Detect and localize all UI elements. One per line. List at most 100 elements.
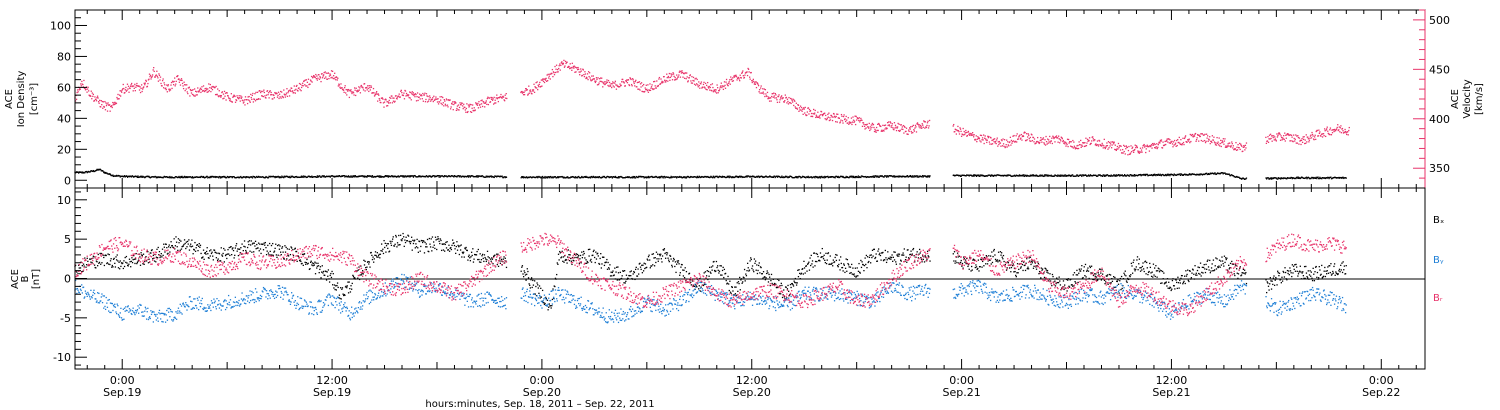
- velocity-point: [1201, 133, 1204, 135]
- velocity-point: [363, 83, 366, 85]
- velocity-point: [344, 87, 346, 89]
- density-point: [758, 175, 760, 177]
- bx-point: [175, 241, 178, 243]
- density-point: [418, 175, 420, 177]
- velocity-point: [120, 90, 122, 92]
- velocity-point: [965, 131, 967, 134]
- velocity-point: [1126, 146, 1129, 149]
- velocity-point: [780, 96, 782, 98]
- velocity-point: [1187, 138, 1189, 141]
- velocity-point: [225, 99, 227, 101]
- density-point: [106, 172, 108, 174]
- density-point: [1172, 174, 1175, 177]
- velocity-point: [113, 103, 115, 106]
- velocity-point: [970, 134, 972, 137]
- density-point: [191, 176, 194, 178]
- velocity-point: [555, 64, 558, 66]
- velocity-point: [759, 92, 761, 94]
- velocity-point: [834, 116, 836, 119]
- velocity-point: [154, 76, 156, 78]
- velocity-point: [1131, 147, 1133, 150]
- velocity-point: [488, 97, 491, 99]
- velocity-point: [87, 90, 90, 92]
- velocity-point: [768, 100, 771, 102]
- velocity-point: [167, 85, 169, 87]
- velocity-point: [109, 110, 111, 112]
- velocity-point: [1319, 131, 1321, 133]
- velocity-point: [653, 88, 655, 90]
- density-point: [883, 176, 885, 178]
- velocity-point: [900, 124, 902, 126]
- density-point: [669, 176, 672, 179]
- bx-point: [106, 262, 109, 264]
- velocity-point: [419, 93, 421, 95]
- velocity-point: [607, 84, 609, 87]
- velocity-point: [284, 94, 286, 96]
- bx-point: [87, 260, 89, 263]
- density-point: [402, 176, 404, 178]
- velocity-point: [851, 123, 853, 126]
- velocity-point: [145, 80, 147, 82]
- velocity-point: [306, 85, 308, 87]
- density-point: [1229, 175, 1232, 177]
- velocity-point: [1233, 148, 1236, 151]
- velocity-point: [168, 90, 171, 92]
- velocity-point: [1342, 130, 1344, 132]
- velocity-point: [199, 89, 201, 91]
- velocity-point: [915, 126, 917, 128]
- velocity-point: [569, 63, 571, 65]
- velocity-point: [327, 72, 330, 74]
- velocity-point: [962, 127, 964, 130]
- density-point: [788, 176, 790, 178]
- bx-point: [111, 264, 113, 267]
- velocity-point: [990, 137, 992, 139]
- density-point: [1015, 175, 1017, 177]
- velocity-point: [586, 73, 589, 75]
- density-point: [975, 174, 977, 176]
- velocity-point: [1315, 138, 1317, 141]
- velocity-point: [760, 85, 762, 87]
- density-point: [821, 175, 823, 178]
- velocity-point: [911, 132, 913, 134]
- velocity-point: [1277, 133, 1280, 135]
- velocity-point: [755, 86, 758, 89]
- velocity-point: [400, 89, 402, 91]
- velocity-point: [167, 84, 170, 86]
- velocity-point: [594, 81, 597, 84]
- velocity-point: [1169, 142, 1172, 144]
- velocity-point: [1099, 143, 1101, 146]
- density-point: [972, 175, 974, 177]
- bx-point: [165, 243, 167, 246]
- velocity-point: [1316, 129, 1318, 132]
- bx-point: [280, 254, 282, 256]
- velocity-point: [403, 92, 405, 94]
- velocity-point: [988, 135, 990, 138]
- velocity-point: [268, 90, 271, 93]
- velocity-point: [1203, 139, 1206, 142]
- bx-point: [151, 249, 153, 251]
- velocity-point: [532, 90, 534, 92]
- velocity-point: [1077, 147, 1080, 150]
- density-point: [774, 176, 776, 179]
- density-point: [772, 176, 774, 179]
- velocity-point: [913, 130, 916, 132]
- bx-point: [158, 254, 160, 256]
- density-point: [928, 175, 930, 177]
- velocity-point: [1270, 135, 1273, 137]
- velocity-point: [458, 106, 461, 109]
- velocity-point: [1096, 140, 1099, 142]
- velocity-point: [1309, 137, 1311, 139]
- velocity-point: [964, 132, 966, 134]
- velocity-point: [128, 91, 130, 93]
- velocity-point: [856, 117, 858, 119]
- velocity-point: [1169, 139, 1171, 141]
- velocity-point: [383, 101, 386, 103]
- velocity-point: [381, 97, 384, 99]
- density-point: [1275, 177, 1278, 179]
- velocity-point: [247, 96, 249, 98]
- density-point: [81, 171, 83, 173]
- velocity-point: [141, 90, 143, 93]
- velocity-point: [369, 89, 372, 91]
- velocity-point: [963, 134, 965, 136]
- density-point: [439, 176, 442, 178]
